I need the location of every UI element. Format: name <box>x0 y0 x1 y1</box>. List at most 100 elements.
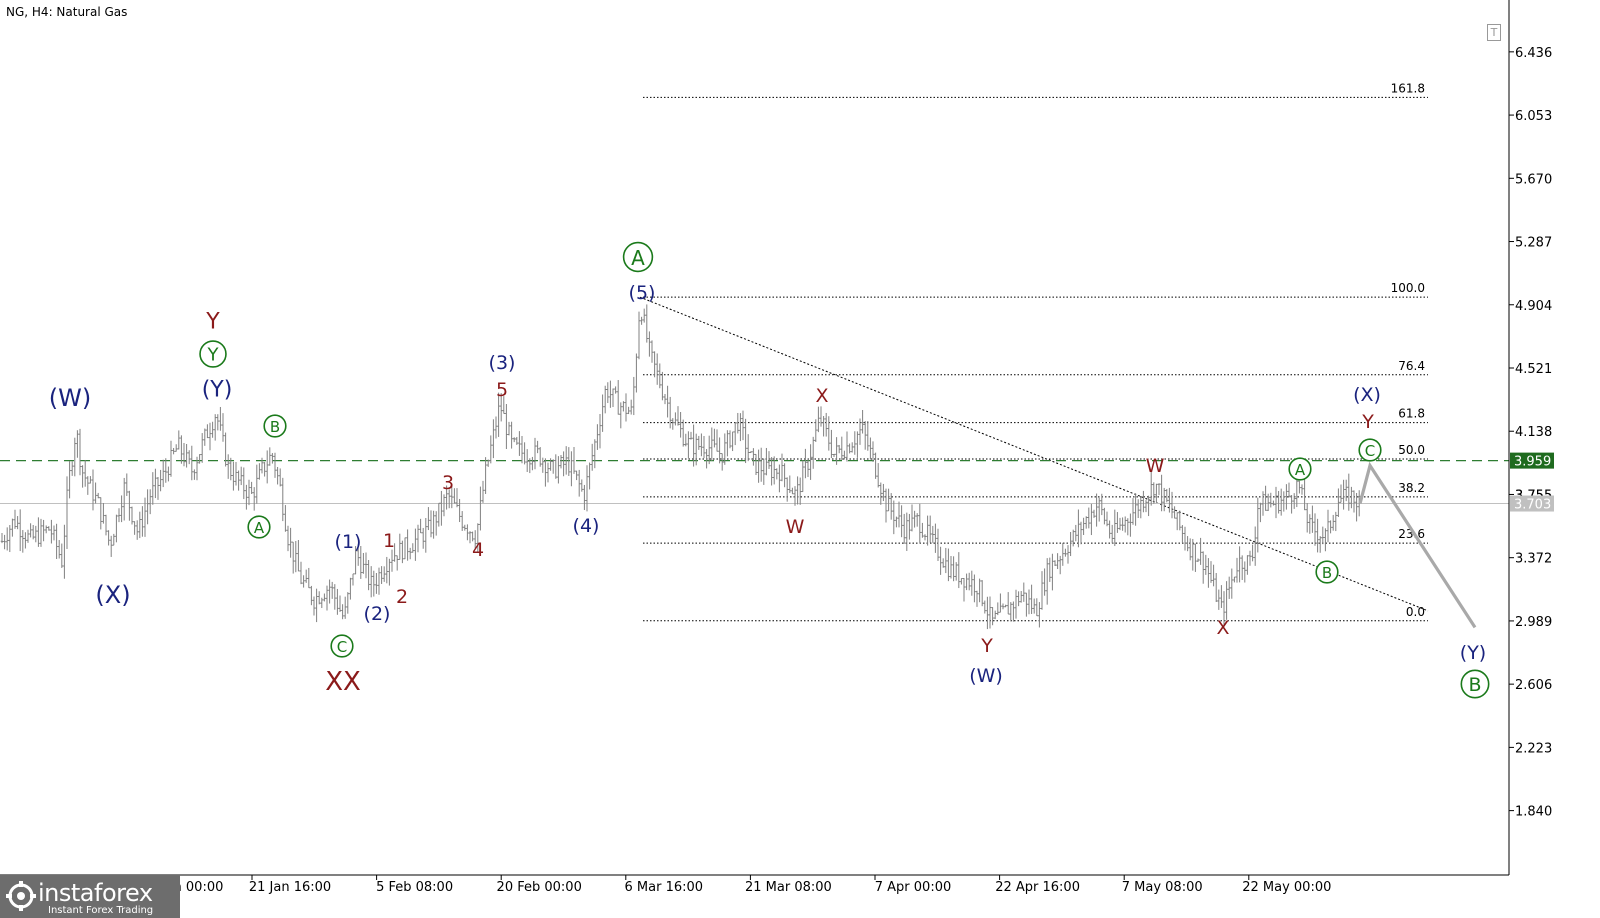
price-bar-5 <box>13 509 17 529</box>
price-bar-277 <box>720 453 724 471</box>
price-bar-470 <box>1222 591 1226 626</box>
price-bar-4 <box>11 518 14 537</box>
wave-label-5: B <box>263 414 287 438</box>
price-bar-429 <box>1116 512 1119 533</box>
price-bar-262 <box>681 419 685 447</box>
trendline-line <box>639 296 1429 612</box>
price-bar-225 <box>585 465 589 512</box>
price-bar-284 <box>739 413 742 442</box>
price-bar-386 <box>1004 604 1007 608</box>
price-bar-227 <box>590 443 594 471</box>
price-bar-50 <box>130 506 134 525</box>
price-bar-339 <box>882 483 885 502</box>
price-bar-11 <box>29 523 32 538</box>
price-bar-409 <box>1064 548 1067 557</box>
x-axis: 21 Jan 16:00 5 Feb 08:00 20 Feb 00:00 6 Mar… <box>137 875 1331 895</box>
price-bar-481 <box>1251 544 1254 562</box>
price-bar-143 <box>372 570 376 597</box>
svg-text:C: C <box>337 638 347 656</box>
price-bar-175 <box>455 488 459 508</box>
price-bar-438 <box>1139 497 1143 519</box>
wave-label-17: (4) <box>573 515 600 537</box>
svg-text:(W): (W) <box>969 665 1003 687</box>
price-bar-37 <box>96 492 100 499</box>
price-bar-340 <box>884 488 888 523</box>
svg-text:(X): (X) <box>95 581 130 609</box>
price-bar-489 <box>1272 500 1275 506</box>
svg-text:(1): (1) <box>335 531 362 553</box>
autoscroll-icon[interactable]: T <box>1487 24 1501 41</box>
price-bar-497 <box>1292 493 1296 509</box>
price-bar-188 <box>489 435 493 464</box>
price-bar-444 <box>1155 483 1158 503</box>
price-bar-282 <box>733 422 737 446</box>
price-bar-224 <box>583 484 586 511</box>
price-bar-200 <box>520 436 524 464</box>
wave-label-12: 2 <box>396 586 408 608</box>
price-bar-305 <box>793 486 797 506</box>
price-bar-236 <box>614 386 617 394</box>
price-bar-228 <box>593 439 597 469</box>
svg-text:(Y): (Y) <box>202 378 233 403</box>
wave-label-32: B <box>1460 669 1490 699</box>
wave-label-2: Y <box>205 310 220 335</box>
price-bar-369 <box>960 578 963 585</box>
price-bar-73 <box>190 445 194 481</box>
price-bar-273 <box>710 427 714 462</box>
wave-label-22: Y <box>980 635 993 657</box>
price-bar-1 <box>3 534 6 550</box>
price-bar-453 <box>1178 510 1182 531</box>
price-bar-252 <box>655 353 659 385</box>
wave-label-29: Y <box>1361 411 1374 433</box>
y-tick-label-11: 2.223 <box>1515 741 1552 756</box>
price-bar-15 <box>39 518 43 547</box>
price-bar-53 <box>138 511 142 539</box>
price-bar-447 <box>1162 487 1166 512</box>
price-bar-308 <box>801 460 805 493</box>
svg-text:(Y): (Y) <box>1460 642 1486 664</box>
price-bar-464 <box>1207 558 1210 588</box>
price-bar-162 <box>421 527 425 549</box>
price-bar-330 <box>858 418 862 445</box>
price-bar-307 <box>798 477 802 505</box>
price-bar-234 <box>609 380 612 408</box>
price-bar-179 <box>466 524 469 541</box>
price-bar-88 <box>229 457 233 481</box>
price-bar-349 <box>908 513 911 540</box>
price-bar-199 <box>518 431 521 456</box>
price-bar-121 <box>315 588 318 623</box>
price-bar-304 <box>791 487 794 495</box>
price-bar-455 <box>1183 526 1187 551</box>
price-bar-291 <box>757 449 760 483</box>
price-bar-109 <box>284 505 287 532</box>
price-bar-193 <box>502 396 506 414</box>
price-bar-477 <box>1240 555 1244 580</box>
price-bar-80 <box>208 422 212 451</box>
price-bar-115 <box>299 561 303 585</box>
price-bar-135 <box>351 573 355 586</box>
price-bar-428 <box>1113 509 1117 547</box>
price-bar-7 <box>18 509 22 552</box>
price-bar-25 <box>65 476 69 549</box>
price-bar-181 <box>471 531 474 542</box>
price-bar-382 <box>993 610 997 620</box>
x-tick-label-1: 5 Feb 08:00 <box>376 880 453 895</box>
price-bar-420 <box>1092 509 1096 518</box>
price-bar-230 <box>598 414 602 449</box>
price-bar-346 <box>900 505 903 538</box>
price-bar-500 <box>1300 484 1304 495</box>
price-bar-6 <box>16 516 19 530</box>
price-bar-400 <box>1040 571 1044 610</box>
projection-path <box>1358 461 1477 629</box>
price-bar-293 <box>762 458 766 485</box>
price-bar-516 <box>1342 479 1345 510</box>
price-bar-157 <box>408 547 412 560</box>
y-tick-label-3: 5.287 <box>1515 236 1552 251</box>
price-bar-365 <box>949 556 953 579</box>
price-bar-286 <box>744 418 747 464</box>
svg-text:5: 5 <box>496 379 508 401</box>
price-bar-120 <box>312 596 316 616</box>
price-bar-363 <box>944 547 948 574</box>
price-bar-482 <box>1253 526 1257 566</box>
price-bar-351 <box>913 510 916 528</box>
